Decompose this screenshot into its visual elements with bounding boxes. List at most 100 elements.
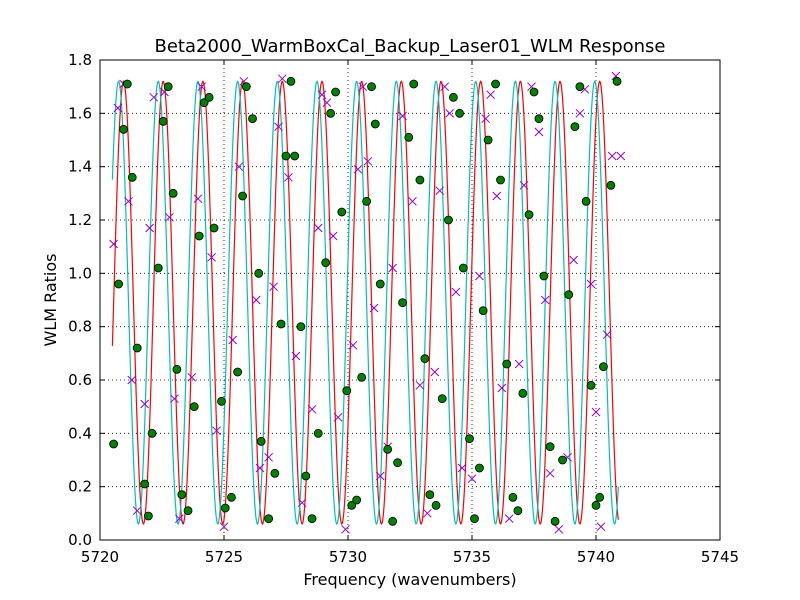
y-tick-label: 0.0 [68,531,92,549]
x-tick-label: 5730 [329,548,367,566]
data-point-x [358,82,368,92]
y-tick-label: 1.2 [68,211,92,229]
data-point-circle [383,444,393,454]
data-point-circle [388,516,398,526]
data-point-x [545,468,555,478]
data-point-circle [286,76,296,86]
data-point-circle [296,322,306,332]
data-point-circle [352,495,362,505]
data-point-x [149,92,159,102]
data-point-circle [347,500,357,510]
data-point-x [219,522,229,532]
data-point-x [333,412,343,422]
y-tick-label: 0.6 [68,371,92,389]
data-point-x [348,340,358,350]
data-point-circle [513,506,523,516]
fit-line-1 [111,80,619,526]
data-point-circle [172,364,182,374]
data-point-circle [189,402,199,412]
data-point-circle [114,279,123,289]
data-point-circle [241,82,251,92]
data-point-circle [109,439,119,449]
data-point-x [607,151,617,161]
data-point-x [486,90,495,100]
chart-title: Beta2000_WarmBoxCal_Backup_Laser01_WLM R… [155,36,666,57]
y-tick-label: 1.0 [68,264,92,282]
data-point-x [187,372,197,382]
data-point-circle [281,151,291,161]
y-tick-label: 0.4 [68,424,92,442]
data-point-x [363,156,373,166]
data-point-circle [370,119,380,129]
fit-line-2 [111,80,619,526]
data-point-x [569,255,579,265]
data-point-circle [415,175,425,185]
data-point-circle [455,108,465,118]
data-point-x [519,180,529,190]
data-point-circle [470,514,479,524]
data-point-circle [491,79,500,89]
data-point-circle [558,455,567,465]
data-point-circle [204,92,214,102]
data-point-circle [321,258,331,268]
data-point-x [554,524,564,534]
data-point-circle [502,359,512,369]
data-point-circle [404,132,414,142]
data-point-circle [217,396,226,406]
data-point-x [175,514,184,524]
data-point-x [264,452,273,462]
data-point-circle [586,380,596,390]
data-point-circle [409,79,419,89]
data-point-x [375,471,385,481]
x-tick-label: 5735 [453,548,491,566]
data-point-x [291,351,301,361]
data-point-circle [591,500,601,510]
data-point-x [423,508,432,518]
data-point-x [274,122,283,132]
data-point-x [497,383,507,393]
data-point-circle [342,386,352,396]
data-point-circle [337,207,347,217]
data-point-x [132,506,142,516]
data-point-x [228,335,238,345]
data-point-circle [158,116,168,126]
data-point-circle [183,506,193,516]
data-point-x [467,474,477,484]
data-point-circle [539,271,549,281]
data-point-circle [238,191,248,201]
data-point-circle [431,500,441,510]
data-point-circle [122,79,132,89]
data-point-x [277,74,287,84]
data-point-circle [475,463,484,473]
data-point-x [398,111,407,121]
data-point-x [504,514,514,524]
data-point-x [140,399,149,409]
grid [100,60,720,540]
data-point-circle [127,172,137,182]
data-point-x [165,212,174,222]
data-point-x [408,196,417,206]
data-point-circle [132,343,142,353]
data-point-x [313,223,323,233]
data-point-circle [276,319,286,329]
data-point-circle [209,223,219,233]
data-point-circle [570,122,580,132]
data-point-x [234,162,244,172]
data-point-x [415,380,425,390]
data-point-x [481,114,490,124]
data-point-circle [444,215,453,225]
data-point-circle [367,82,376,92]
data-point-x [445,108,455,118]
data-point-x [127,375,137,385]
x-tick-label: 5725 [205,548,243,566]
y-tick-label: 0.8 [68,318,92,336]
data-point-x [430,367,440,377]
data-point-x [307,404,317,414]
data-point-circle [301,471,311,481]
data-point-circle [518,388,528,398]
data-point-circle [575,82,585,92]
data-point-circle [233,367,243,377]
data-point-circle [599,362,608,372]
data-point-circle [153,263,163,273]
